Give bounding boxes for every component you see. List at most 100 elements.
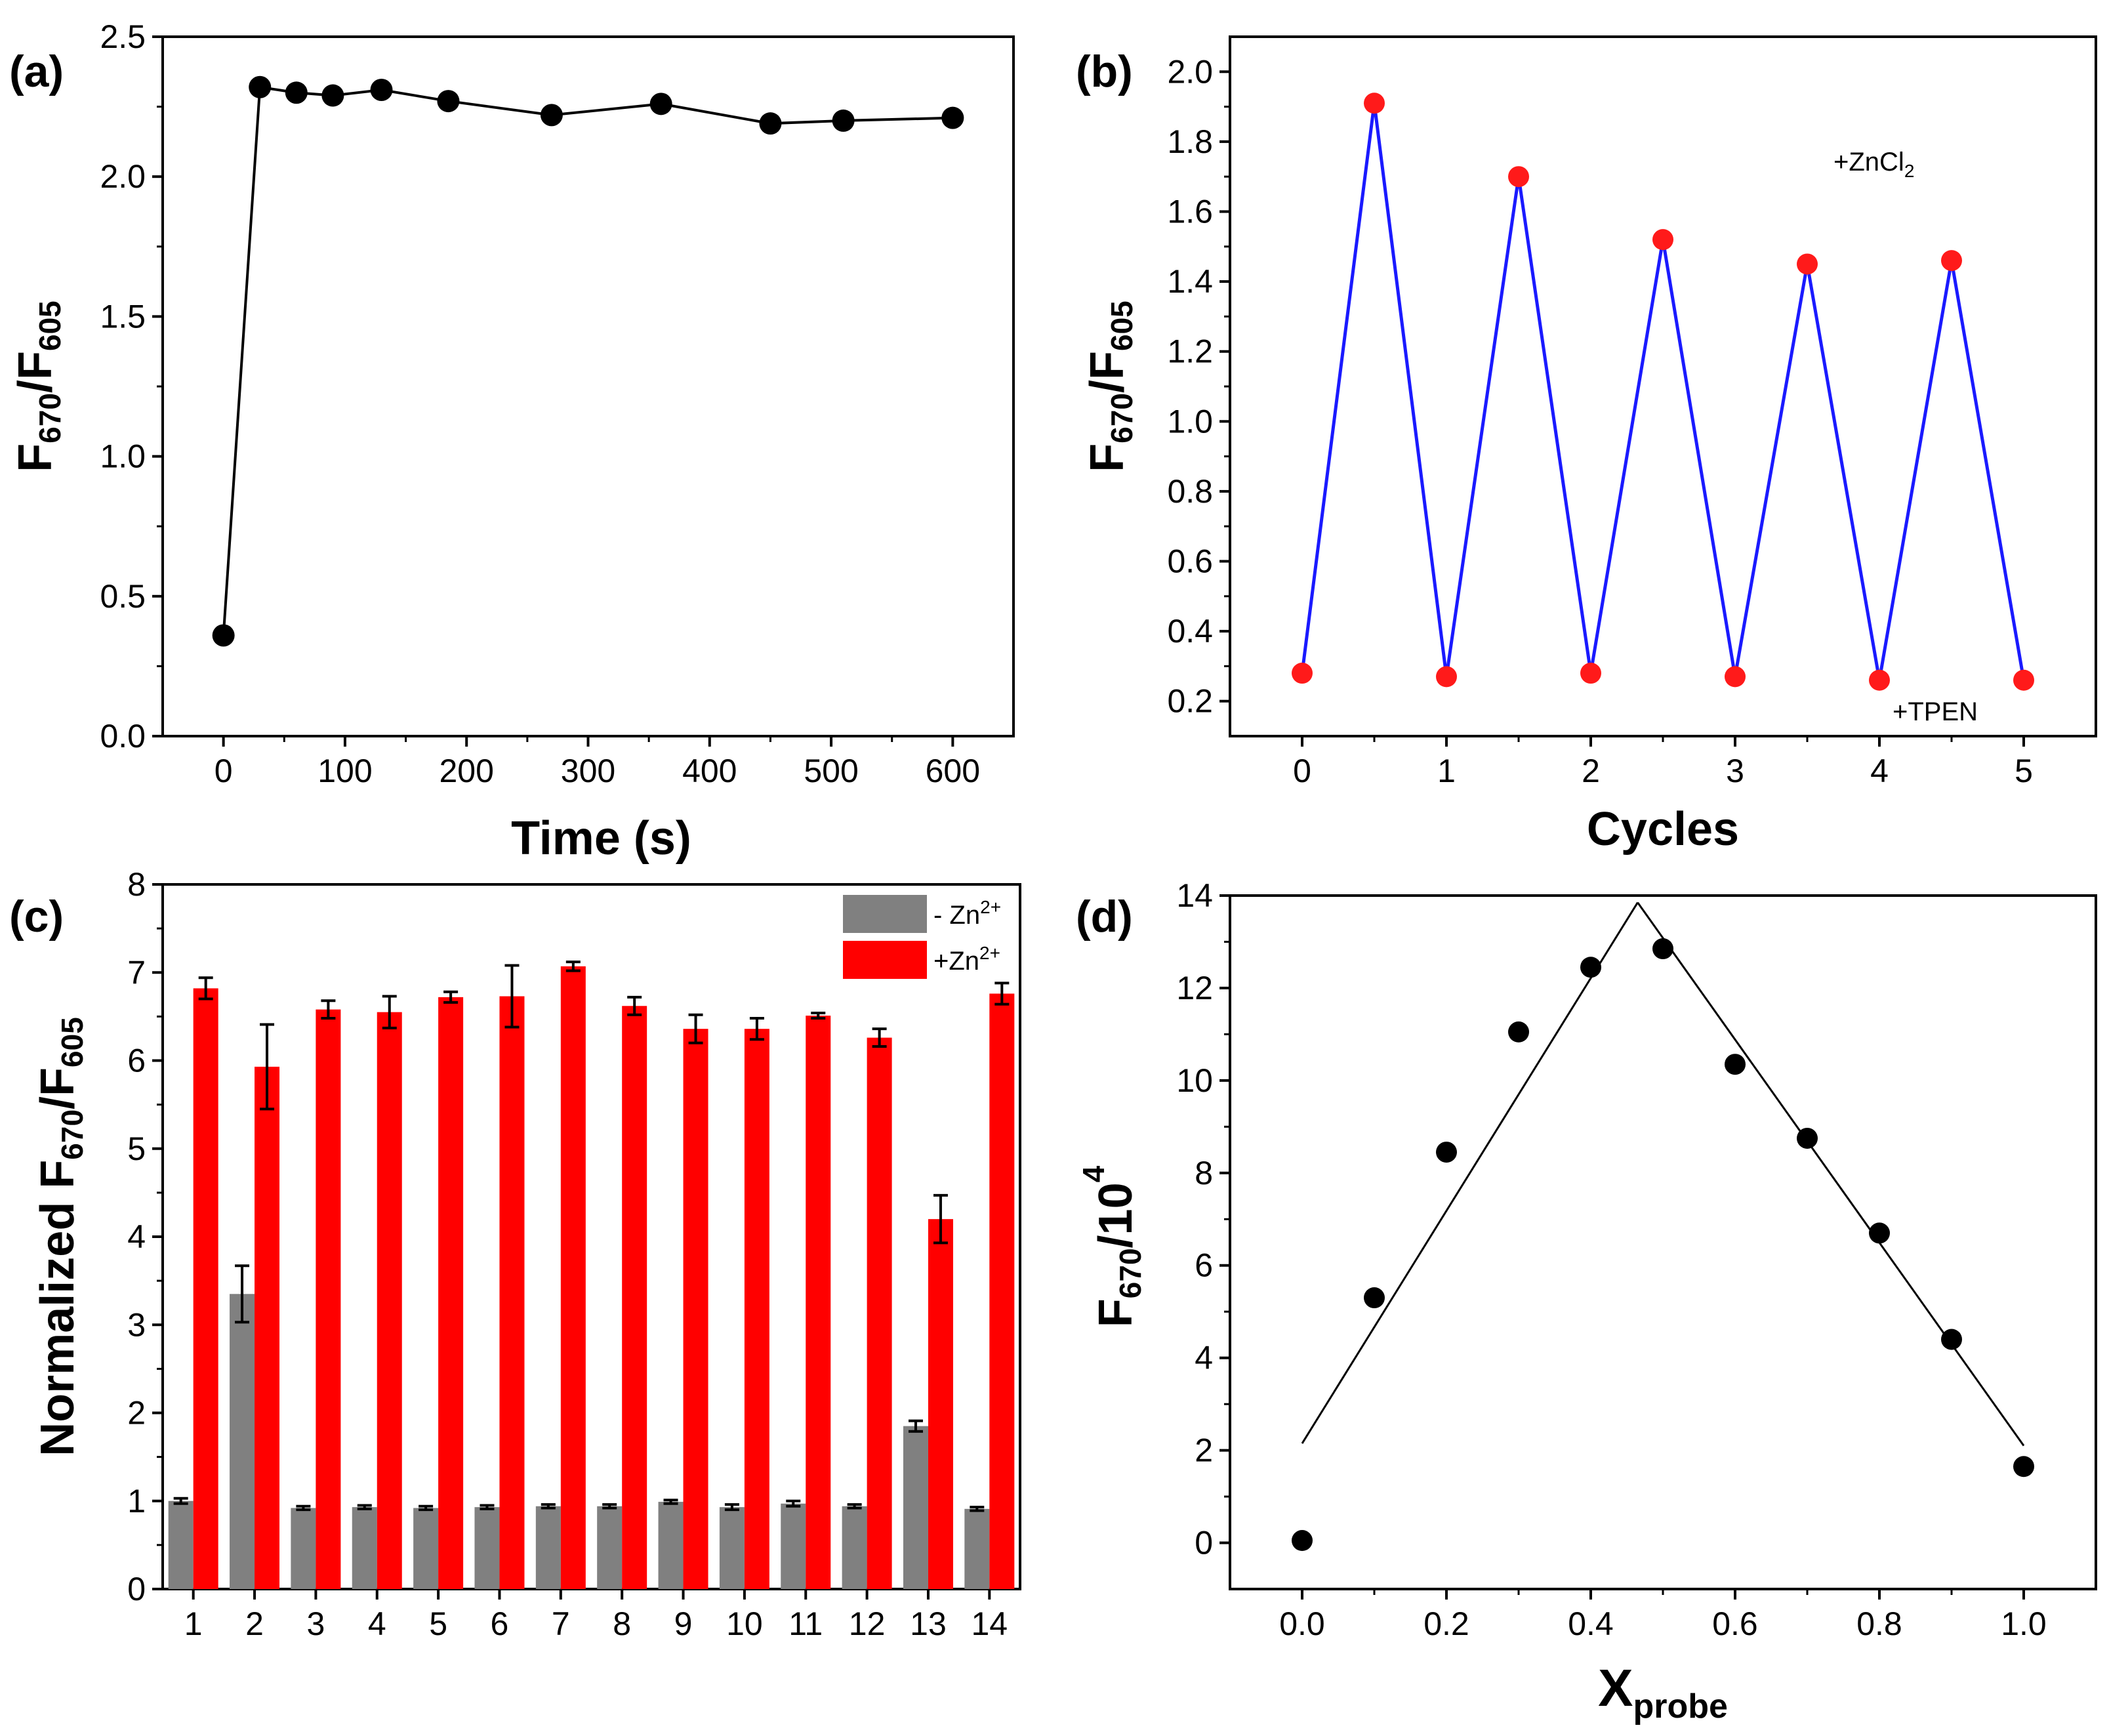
- c-ytick-label: 4: [127, 1218, 146, 1255]
- c-ytick-label: 6: [127, 1043, 146, 1079]
- c-legend-label-plus-zn: +Zn2+: [933, 943, 1000, 976]
- d-xtick-label: 0.6: [1712, 1605, 1758, 1642]
- d-ytick-label: 10: [1176, 1062, 1213, 1099]
- a-data-point: [759, 112, 782, 135]
- c-bar-plus-zn: [438, 997, 464, 1589]
- b-ytick-label: 0.2: [1167, 683, 1213, 720]
- b-xtick-label: 5: [2015, 753, 2033, 789]
- b-data-point: [1797, 253, 1818, 275]
- b-data-point: [2013, 669, 2034, 691]
- d-ylabel: F670/104: [1076, 1165, 1147, 1327]
- d-data-point: [1292, 1530, 1313, 1552]
- d-ytick-label: 12: [1176, 970, 1213, 1006]
- c-bar-minus-zn: [903, 1426, 928, 1589]
- c-bar-minus-zn: [352, 1507, 377, 1589]
- c-legend-swatch-minus-zn: [843, 895, 927, 933]
- b-xtick-label: 3: [1726, 753, 1744, 789]
- d-data-point: [1941, 1329, 1962, 1350]
- b-xtick-label: 2: [1582, 753, 1600, 789]
- a-data-point: [437, 90, 460, 113]
- c-xtick-label: 2: [245, 1605, 264, 1642]
- a-ytick-label: 1.5: [100, 298, 146, 335]
- b-ytick-label: 0.8: [1167, 473, 1213, 510]
- c-ytick-label: 5: [127, 1130, 146, 1167]
- c-bar-plus-zn: [193, 988, 218, 1589]
- b-data-point: [1580, 663, 1601, 684]
- c-bar-plus-zn: [989, 993, 1015, 1589]
- c-xtick-label: 6: [491, 1605, 509, 1642]
- a-data-point: [941, 106, 964, 129]
- c-bar-minus-zn: [535, 1506, 561, 1589]
- b-panel-label: (b): [1076, 47, 1133, 96]
- a-xtick-label: 0: [215, 753, 233, 789]
- d-ytick-label: 0: [1195, 1525, 1213, 1561]
- a-series-line: [222, 85, 953, 636]
- b-ytick-label: 1.8: [1167, 123, 1213, 160]
- c-bar-minus-zn: [474, 1507, 500, 1589]
- d-xtick-label: 1.0: [2001, 1605, 2047, 1642]
- c-xtick-label: 5: [429, 1605, 447, 1642]
- d-xtick-label: 0.8: [1856, 1605, 1902, 1642]
- a-ytick-label: 1.0: [100, 438, 146, 475]
- c-bar-plus-zn: [622, 1006, 647, 1589]
- d-data-point: [1580, 957, 1601, 978]
- b-ytick-label: 1.6: [1167, 194, 1213, 230]
- c-bar-plus-zn: [744, 1029, 769, 1589]
- d-panel-label: (d): [1076, 892, 1133, 941]
- b-xlabel: Cycles: [1587, 803, 1739, 856]
- a-ytick-label: 0.0: [100, 718, 146, 754]
- c-bar-minus-zn: [964, 1508, 990, 1589]
- a-xtick-label: 600: [926, 753, 980, 789]
- b-data-point: [1508, 166, 1529, 188]
- d-data-point: [1797, 1127, 1818, 1149]
- b-data-point: [1292, 663, 1313, 684]
- c-xtick-label: 14: [972, 1605, 1008, 1642]
- c-bar-plus-zn: [928, 1219, 953, 1589]
- d-ytick-label: 6: [1195, 1247, 1213, 1284]
- b-series-line: [1300, 102, 2026, 681]
- b-data-point: [1652, 229, 1673, 251]
- a-data-point: [321, 84, 344, 107]
- d-ytick-label: 2: [1195, 1432, 1213, 1469]
- d-data-point: [1364, 1287, 1385, 1309]
- d-xtick-label: 0.0: [1279, 1605, 1325, 1642]
- d-xtick-label: 0.4: [1568, 1605, 1614, 1642]
- c-ylabel: Normalized F670/F605: [31, 1017, 89, 1457]
- b-ytick-label: 1.2: [1167, 333, 1213, 370]
- a-plot-frame: [161, 35, 1015, 737]
- c-bar-plus-zn: [683, 1029, 708, 1589]
- c-bar-plus-zn: [255, 1066, 280, 1589]
- c-bar-plus-zn: [377, 1012, 402, 1589]
- c-ytick-label: 2: [127, 1395, 146, 1432]
- c-legend-swatch-plus-zn: [843, 941, 927, 979]
- a-xtick-label: 300: [561, 753, 615, 789]
- d-ytick-label: 4: [1195, 1340, 1213, 1376]
- b-plot-frame: [1229, 35, 2097, 737]
- b-data-point: [1869, 669, 1890, 691]
- b-ytick-label: 1.4: [1167, 263, 1213, 300]
- b-ytick-label: 0.6: [1167, 543, 1213, 580]
- a-xtick-label: 100: [317, 753, 372, 789]
- c-ytick-label: 3: [127, 1306, 146, 1343]
- c-bar-plus-zn: [316, 1009, 341, 1589]
- d-data-point: [2013, 1456, 2034, 1478]
- a-panel-label: (a): [9, 47, 64, 96]
- c-ytick-label: 8: [127, 866, 146, 903]
- c-bar-plus-zn: [499, 996, 525, 1589]
- c-xtick-label: 7: [552, 1605, 570, 1642]
- c-bar-minus-zn: [413, 1508, 439, 1589]
- c-bar-minus-zn: [291, 1508, 316, 1589]
- c-xtick-label: 8: [613, 1605, 631, 1642]
- d-xlabel: Xprobe: [1598, 1659, 1728, 1726]
- d-xtick-label: 0.2: [1423, 1605, 1469, 1642]
- c-xtick-label: 9: [674, 1605, 693, 1642]
- b-data-point: [1364, 93, 1385, 114]
- a-ytick-label: 2.5: [100, 18, 146, 55]
- d-data-point: [1436, 1142, 1457, 1163]
- d-fit-line: [1301, 901, 1639, 1444]
- c-bar-minus-zn: [168, 1500, 194, 1589]
- d-plot-frame: [1229, 894, 2097, 1590]
- b-annotation-tpen: +TPEN: [1893, 697, 1978, 726]
- c-xtick-label: 10: [726, 1605, 763, 1642]
